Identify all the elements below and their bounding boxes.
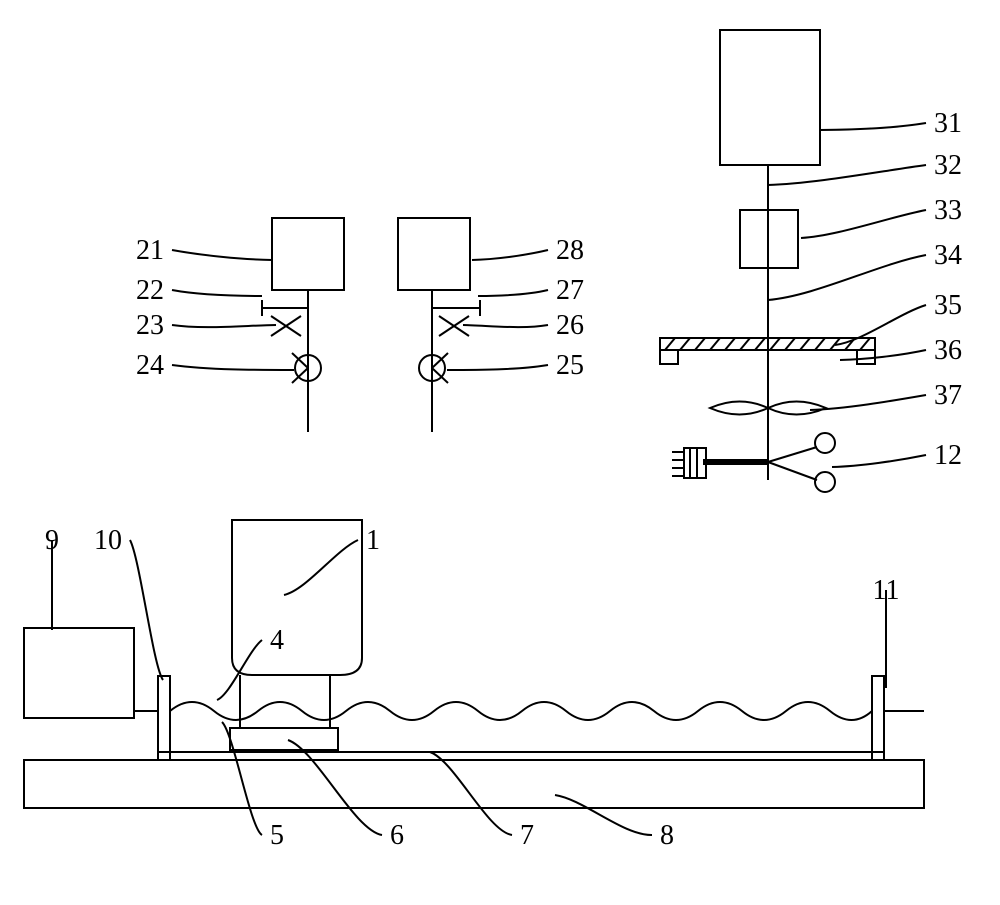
label-8: 8 xyxy=(660,820,674,851)
label-27: 27 xyxy=(556,275,584,306)
motor-9 xyxy=(24,628,134,718)
lead-screw xyxy=(170,702,872,720)
lead-line-28 xyxy=(472,250,548,260)
shapes xyxy=(24,30,924,808)
lead-line-23 xyxy=(172,325,276,327)
label-23: 23 xyxy=(136,310,164,341)
label-36: 36 xyxy=(934,335,962,366)
lead-line-21 xyxy=(172,250,272,260)
support-11 xyxy=(872,676,884,760)
label-28: 28 xyxy=(556,235,584,266)
label-9: 9 xyxy=(45,525,59,556)
lead-line-5 xyxy=(222,722,262,835)
label-25: 25 xyxy=(556,350,584,381)
label-22: 22 xyxy=(136,275,164,306)
lead-lines xyxy=(52,123,926,835)
support-10 xyxy=(158,676,170,760)
component-31 xyxy=(720,30,820,165)
label-33: 33 xyxy=(934,195,962,226)
lead-line-22 xyxy=(172,290,262,296)
label-11: 11 xyxy=(873,575,900,606)
lead-line-12 xyxy=(832,455,926,467)
pump-12 xyxy=(672,433,835,492)
slider-block-6 xyxy=(230,728,338,750)
mechanical-diagram: 1 4 5 6 7 8 9 10 11 12 21 22 23 24 25 26 27 28 31 32 33 34 35 3… xyxy=(0,0,1000,905)
label-34: 34 xyxy=(934,240,962,271)
label-24: 24 xyxy=(136,350,164,381)
lead-line-7 xyxy=(430,752,512,835)
label-26: 26 xyxy=(556,310,584,341)
lead-line-24 xyxy=(172,365,294,370)
ball-valve-24 xyxy=(292,353,321,383)
ball-valve-25 xyxy=(419,353,448,383)
lead-line-34 xyxy=(768,255,926,300)
lead-line-6 xyxy=(288,740,382,835)
lead-line-32 xyxy=(768,165,926,185)
tank-21 xyxy=(272,218,344,290)
label-group: 1 4 5 6 7 8 9 10 11 12 21 22 23 24 25 26 27 28 31 32 33 34 35 3… xyxy=(45,108,962,851)
label-4: 4 xyxy=(270,625,284,656)
label-12: 12 xyxy=(934,440,962,471)
cap-36-right xyxy=(857,350,875,364)
label-37: 37 xyxy=(934,380,962,411)
label-6: 6 xyxy=(390,820,404,851)
lead-line-26 xyxy=(463,325,548,327)
lead-line-8 xyxy=(555,795,652,835)
label-7: 7 xyxy=(520,820,534,851)
lead-line-25 xyxy=(447,365,548,370)
label-35: 35 xyxy=(934,290,962,321)
label-10: 10 xyxy=(94,525,122,556)
label-5: 5 xyxy=(270,820,284,851)
label-21: 21 xyxy=(136,235,164,266)
label-31: 31 xyxy=(934,108,962,139)
lead-line-31 xyxy=(820,123,926,130)
lead-line-1 xyxy=(284,540,358,595)
label-1: 1 xyxy=(366,525,380,556)
lead-line-36 xyxy=(840,350,926,360)
label-32: 32 xyxy=(934,150,962,181)
tank-28 xyxy=(398,218,470,290)
lead-line-27 xyxy=(478,290,548,296)
lead-line-33 xyxy=(801,210,926,238)
cap-36-left xyxy=(660,350,678,364)
